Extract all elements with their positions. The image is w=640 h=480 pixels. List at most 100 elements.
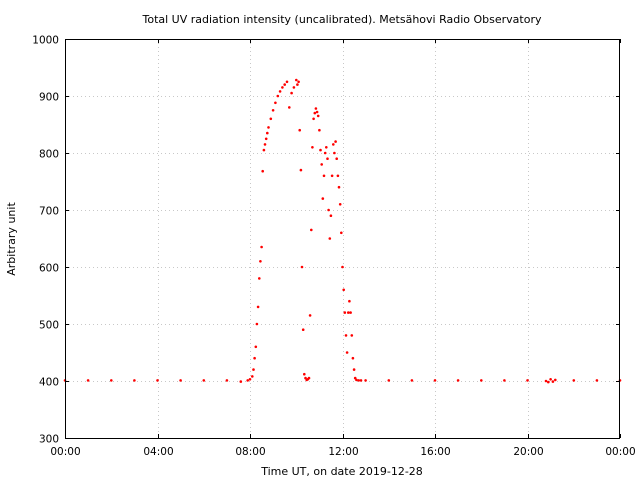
data-point (303, 372, 306, 376)
data-point (325, 146, 328, 149)
data-point (248, 378, 252, 381)
data-point (274, 101, 277, 105)
y-tick-label: 600 (39, 263, 59, 275)
y-tick-label: 900 (39, 92, 59, 104)
data-point (334, 140, 337, 143)
grid (65, 39, 620, 438)
y-tick-label: 800 (39, 149, 59, 161)
data-point (314, 107, 318, 110)
data-point (348, 299, 351, 303)
data-point (337, 185, 341, 189)
data-point (330, 174, 334, 178)
axis-ticks: 00:00 04:00 08:00 12:00 16:00 20:00 00:0030040… (32, 35, 635, 459)
data-point (342, 288, 346, 292)
data-point (433, 379, 437, 382)
data-point (285, 80, 289, 84)
data-point (547, 380, 550, 384)
data-point (202, 379, 206, 382)
data-points (63, 78, 622, 384)
data-point (301, 328, 305, 332)
data-point (349, 311, 352, 314)
data-point (299, 168, 303, 172)
data-point (271, 109, 275, 112)
data-point (296, 83, 299, 86)
y-tick-label: 400 (39, 377, 59, 389)
data-point (326, 157, 329, 160)
data-point (357, 379, 361, 382)
data-point (297, 80, 300, 84)
data-point (156, 379, 159, 382)
data-point (332, 143, 335, 146)
data-point (322, 174, 326, 178)
data-point (263, 143, 267, 146)
data-point (350, 334, 354, 337)
data-point (307, 376, 311, 380)
data-point (260, 245, 263, 249)
data-point (480, 379, 483, 382)
data-point (264, 137, 268, 141)
data-point (352, 368, 356, 371)
data-point (133, 379, 136, 382)
data-point (308, 314, 312, 317)
data-point (295, 78, 298, 82)
data-point (329, 214, 333, 217)
data-point (269, 117, 273, 121)
data-point (345, 351, 349, 354)
x-tick-label: 16:00 (420, 446, 450, 458)
data-point (355, 378, 358, 382)
data-point (255, 322, 259, 326)
data-point (300, 265, 304, 269)
data-point (549, 378, 552, 381)
x-tick-label: 12:00 (328, 446, 358, 458)
chart-title: Total UV radiation intensity (uncalibrat… (142, 13, 542, 26)
data-point (320, 163, 324, 166)
data-point (110, 379, 113, 382)
data-point (526, 379, 529, 382)
data-point (344, 334, 348, 337)
x-tick-label: 08:00 (235, 446, 265, 458)
data-point (225, 379, 229, 382)
data-point (572, 379, 576, 382)
data-point (251, 375, 254, 378)
data-point (321, 197, 325, 200)
y-axis-label: Arbitrary unit (5, 202, 18, 276)
data-point (456, 379, 460, 382)
x-tick-label: 00:00 (50, 446, 80, 458)
data-point (503, 379, 506, 382)
data-point (311, 146, 314, 149)
data-point (254, 345, 258, 349)
data-point (288, 106, 291, 109)
data-point (335, 157, 339, 160)
x-tick-label: 04:00 (143, 446, 173, 458)
data-point (179, 379, 182, 382)
data-point (259, 260, 262, 263)
data-point (310, 228, 313, 232)
data-point (410, 379, 414, 382)
data-point (595, 379, 599, 382)
data-point (298, 128, 302, 132)
data-point (312, 117, 315, 121)
data-point (364, 379, 367, 382)
data-point (551, 380, 555, 383)
data-point (347, 311, 350, 314)
data-point (554, 378, 557, 382)
data-point (323, 151, 327, 155)
data-point (290, 91, 293, 95)
data-point (278, 90, 282, 93)
data-point (239, 380, 243, 383)
data-point (292, 86, 296, 89)
x-tick-label: 00:00 (605, 446, 635, 458)
data-point (319, 148, 322, 152)
data-point (253, 356, 256, 360)
data-point (340, 231, 343, 235)
data-point (256, 305, 260, 309)
data-point (258, 277, 261, 280)
data-point (315, 110, 319, 114)
data-point (281, 86, 284, 89)
data-point (338, 203, 342, 206)
data-point (341, 265, 344, 269)
data-point (313, 111, 317, 115)
y-tick-label: 1000 (32, 35, 59, 47)
